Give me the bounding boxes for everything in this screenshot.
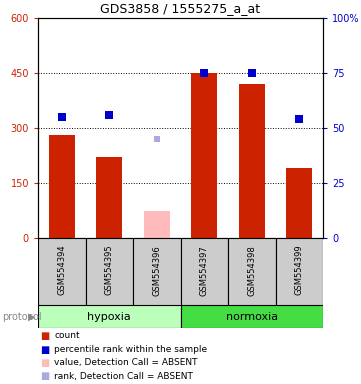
Bar bbox=[133, 238, 180, 305]
Bar bbox=[180, 238, 228, 305]
Bar bbox=[286, 168, 312, 238]
Text: percentile rank within the sample: percentile rank within the sample bbox=[54, 345, 207, 354]
Text: ■: ■ bbox=[40, 344, 49, 354]
Bar bbox=[144, 210, 170, 238]
Text: value, Detection Call = ABSENT: value, Detection Call = ABSENT bbox=[54, 359, 198, 367]
Text: GSM554398: GSM554398 bbox=[247, 245, 256, 296]
Text: ■: ■ bbox=[40, 331, 49, 341]
Bar bbox=[96, 157, 122, 238]
Text: GSM554394: GSM554394 bbox=[57, 245, 66, 295]
Text: GSM554395: GSM554395 bbox=[105, 245, 114, 295]
Bar bbox=[228, 238, 275, 305]
Text: ■: ■ bbox=[40, 358, 49, 368]
Text: GSM554399: GSM554399 bbox=[295, 245, 304, 295]
Text: count: count bbox=[54, 331, 80, 341]
Bar bbox=[38, 238, 86, 305]
Text: GDS3858 / 1555275_a_at: GDS3858 / 1555275_a_at bbox=[100, 2, 261, 15]
Text: GSM554396: GSM554396 bbox=[152, 245, 161, 296]
Bar bbox=[275, 238, 323, 305]
Bar bbox=[49, 135, 75, 238]
Bar bbox=[38, 305, 180, 328]
Text: ▶: ▶ bbox=[28, 311, 36, 321]
Bar bbox=[86, 238, 133, 305]
Text: GSM554397: GSM554397 bbox=[200, 245, 209, 296]
Text: protocol: protocol bbox=[2, 311, 42, 321]
Bar bbox=[239, 84, 265, 238]
Text: rank, Detection Call = ABSENT: rank, Detection Call = ABSENT bbox=[54, 372, 193, 381]
Text: hypoxia: hypoxia bbox=[87, 311, 131, 321]
Text: normoxia: normoxia bbox=[226, 311, 278, 321]
Bar bbox=[191, 73, 217, 238]
Bar bbox=[180, 305, 323, 328]
Text: ■: ■ bbox=[40, 371, 49, 381]
